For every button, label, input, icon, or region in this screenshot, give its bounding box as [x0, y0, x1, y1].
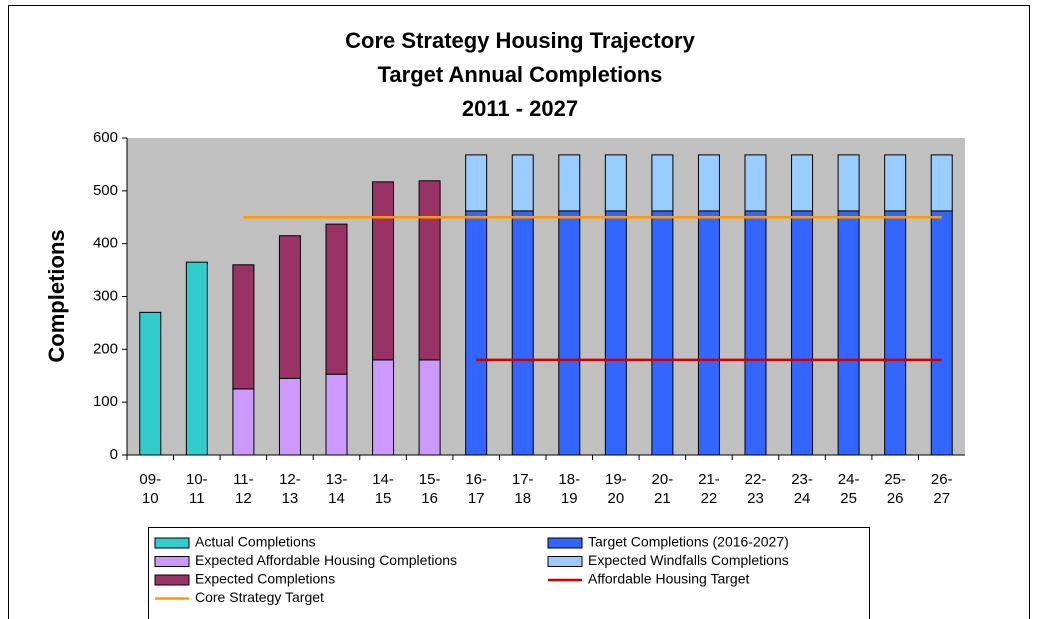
y-tick-label: 400	[93, 235, 118, 252]
bar	[837, 210, 860, 456]
x-tick-label: 10- 11	[185, 471, 208, 507]
legend-label: Expected Affordable Housing Completions	[195, 552, 457, 568]
legend-label: Actual Completions	[195, 534, 316, 550]
x-tick-label: 15- 16	[418, 471, 441, 507]
bar	[418, 180, 441, 361]
bar	[744, 154, 767, 212]
x-tick-label: 18- 19	[558, 471, 581, 507]
chart-title: 2011 - 2027	[462, 96, 578, 121]
bar	[697, 154, 720, 212]
legend-label: Target Completions (2016-2027)	[588, 534, 789, 550]
bar	[232, 388, 255, 456]
legend-swatch	[547, 537, 583, 549]
x-tick-label: 21- 22	[698, 471, 720, 507]
plot-area	[127, 138, 965, 455]
bar	[604, 154, 627, 212]
bar	[232, 264, 255, 390]
bar	[511, 210, 534, 456]
x-tick-label: 19- 20	[604, 471, 627, 507]
bar	[185, 261, 208, 456]
legend-label: Affordable Housing Target	[588, 571, 749, 587]
legend-swatch	[154, 537, 190, 549]
bar	[558, 210, 581, 456]
x-tick-label: 20- 21	[651, 471, 674, 507]
bar	[791, 154, 814, 212]
bar	[791, 210, 814, 456]
y-axis-title: Completions	[44, 229, 69, 362]
y-tick-label: 500	[93, 182, 118, 199]
bar	[604, 210, 627, 456]
x-tick-label: 09- 10	[139, 471, 162, 507]
x-tick-label: 26- 27	[930, 471, 953, 507]
bar	[372, 181, 395, 361]
chart-title: Core Strategy Housing Trajectory	[345, 28, 695, 53]
y-tick-label: 100	[93, 393, 118, 410]
bar	[465, 210, 488, 456]
bar	[325, 223, 348, 375]
legend-box	[148, 527, 870, 619]
legend-swatch	[547, 556, 583, 567]
bar	[372, 359, 395, 456]
bar	[744, 210, 767, 456]
x-tick-label: 14- 15	[372, 471, 394, 507]
y-tick-label: 0	[110, 446, 118, 463]
x-tick-label: 16- 17	[465, 471, 487, 507]
bar	[884, 210, 907, 456]
bar	[418, 359, 441, 456]
bar	[697, 210, 720, 456]
x-tick-label: 22- 23	[744, 471, 767, 507]
bar	[465, 154, 488, 212]
x-tick-label: 17- 18	[511, 471, 534, 507]
y-tick-label: 600	[93, 129, 118, 146]
bar	[139, 311, 162, 456]
bar	[651, 154, 674, 212]
bar	[651, 210, 674, 456]
legend-swatch	[154, 574, 190, 586]
legend-label: Core Strategy Target	[195, 589, 324, 605]
y-tick-label: 200	[93, 340, 118, 357]
bar	[930, 154, 953, 212]
legend-label: Expected Windfalls Completions	[588, 552, 789, 568]
bar	[325, 373, 348, 456]
x-tick-label: 13- 14	[325, 471, 348, 507]
x-tick-label: 25- 26	[884, 471, 906, 507]
x-tick-label: 23- 24	[791, 471, 813, 507]
bar	[930, 210, 953, 456]
bar	[511, 154, 534, 212]
bar	[837, 154, 860, 212]
legend-swatch	[154, 556, 190, 567]
legend-label: Expected Completions	[195, 571, 335, 587]
chart-title: Target Annual Completions	[378, 62, 663, 87]
bar	[558, 154, 581, 212]
bar	[884, 154, 907, 212]
x-tick-label: 11- 12	[233, 471, 254, 507]
y-tick-label: 300	[93, 287, 118, 304]
x-tick-label: 24- 25	[837, 471, 860, 507]
x-tick-label: 12- 13	[279, 471, 301, 507]
bar	[278, 235, 301, 379]
bar	[278, 377, 301, 456]
